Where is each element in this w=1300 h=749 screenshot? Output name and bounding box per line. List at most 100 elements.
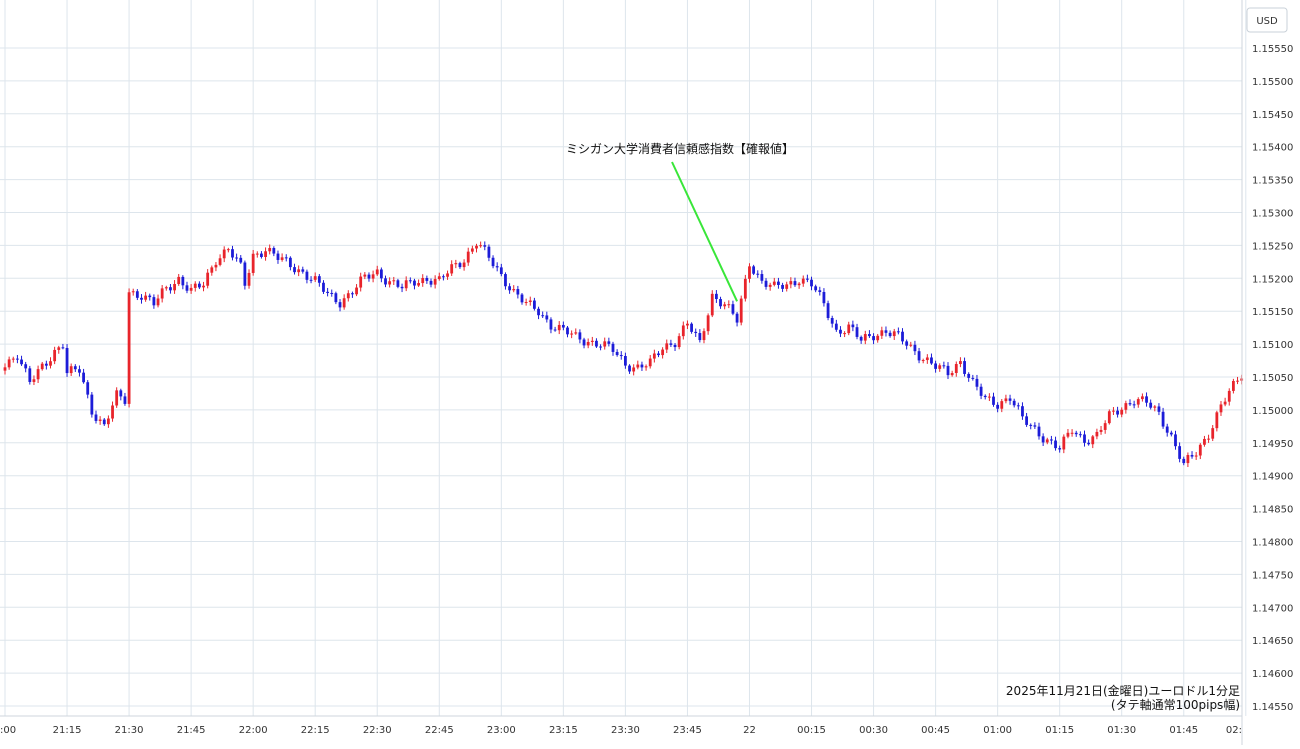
candle xyxy=(119,388,123,401)
candle-body xyxy=(495,266,499,268)
candle xyxy=(65,344,69,377)
candle-body xyxy=(1083,434,1086,443)
candle xyxy=(504,272,507,290)
candle-body xyxy=(251,253,255,273)
candle xyxy=(148,293,152,301)
chart-info-title: 2025年11月21日(金曜日)ユーロドル1分足 xyxy=(1006,683,1240,698)
candle-body xyxy=(743,278,747,299)
candle-body xyxy=(719,299,722,307)
candle xyxy=(512,285,516,293)
candle xyxy=(1219,401,1223,416)
candle-body xyxy=(946,365,950,376)
candle xyxy=(665,339,669,354)
candle xyxy=(1153,405,1157,412)
time-tick-label: 01:15 xyxy=(1045,725,1074,736)
candle xyxy=(1087,439,1091,446)
candle xyxy=(1029,423,1033,430)
candle-body xyxy=(549,319,553,330)
candle-body xyxy=(1074,432,1078,435)
candle-body xyxy=(111,405,114,419)
candle-body xyxy=(78,369,81,373)
candle-body xyxy=(706,315,710,332)
candle-body xyxy=(491,257,495,267)
time-tick-label: 21:30 xyxy=(115,725,144,736)
candle xyxy=(996,402,1000,413)
candle xyxy=(36,365,40,384)
candle-body xyxy=(781,284,784,289)
candle xyxy=(702,328,706,344)
candle xyxy=(1012,398,1016,408)
candle-body xyxy=(702,331,706,341)
candle xyxy=(78,365,81,377)
candle xyxy=(1236,376,1239,385)
candle-body xyxy=(533,300,536,309)
candle-body xyxy=(90,394,94,415)
candle xyxy=(73,364,77,372)
candle-body xyxy=(408,280,412,282)
candle-body xyxy=(392,280,396,282)
candle-body xyxy=(297,269,301,273)
candle xyxy=(1182,456,1186,466)
candle xyxy=(1203,435,1206,447)
candle-body xyxy=(1198,444,1202,456)
candle-body xyxy=(1004,398,1008,402)
candle-body xyxy=(218,258,222,265)
candle-body xyxy=(44,363,48,366)
candle xyxy=(743,274,747,302)
candle xyxy=(1016,402,1020,410)
candle xyxy=(164,285,168,291)
candle-body xyxy=(1124,403,1128,410)
candle xyxy=(549,317,553,334)
candle xyxy=(396,278,400,289)
candle xyxy=(942,361,946,369)
candle-body xyxy=(1029,424,1033,426)
candle-body xyxy=(553,329,557,331)
candle-body xyxy=(785,284,789,289)
candle-body xyxy=(222,249,226,259)
candle xyxy=(578,329,582,344)
candle-body xyxy=(1021,406,1024,417)
candle-body xyxy=(429,280,433,285)
candle-body xyxy=(334,293,338,303)
candle-body xyxy=(470,248,474,252)
candle xyxy=(896,327,900,335)
candle xyxy=(206,269,210,289)
candle xyxy=(185,281,189,294)
candle xyxy=(392,276,396,286)
candle xyxy=(516,285,520,299)
candle xyxy=(388,277,392,288)
candle xyxy=(1004,394,1008,404)
candle-body xyxy=(557,324,561,331)
candle xyxy=(888,330,892,338)
candle-body xyxy=(94,414,98,421)
candle-body xyxy=(322,282,325,292)
candle-body xyxy=(1141,396,1144,400)
candle-body xyxy=(1045,439,1049,443)
currency-badge[interactable] xyxy=(1246,7,1288,33)
candle xyxy=(1174,430,1177,450)
candle-body xyxy=(996,404,1000,409)
price-tick-label: 1.15350 xyxy=(1252,176,1293,187)
candle xyxy=(520,293,524,305)
candle xyxy=(603,337,607,350)
candle xyxy=(255,251,259,258)
candle-body xyxy=(818,290,822,292)
candle-body xyxy=(537,308,540,316)
candle-body xyxy=(1012,400,1016,406)
candle-body xyxy=(1182,458,1186,464)
candle xyxy=(450,260,454,276)
candle xyxy=(719,296,722,309)
time-tick-label: 22:30 xyxy=(363,725,392,736)
price-tick-label: 1.15300 xyxy=(1252,209,1293,220)
candle-body xyxy=(524,302,528,304)
candle xyxy=(107,415,110,428)
candle-body xyxy=(624,356,627,366)
candle-body xyxy=(698,333,702,341)
candle xyxy=(53,346,57,365)
candle xyxy=(669,339,673,347)
candle xyxy=(28,365,32,385)
candle-body xyxy=(975,378,979,387)
time-tick-label: 23:45 xyxy=(673,725,702,736)
candle-body xyxy=(723,304,727,307)
candle-body xyxy=(1070,432,1074,434)
